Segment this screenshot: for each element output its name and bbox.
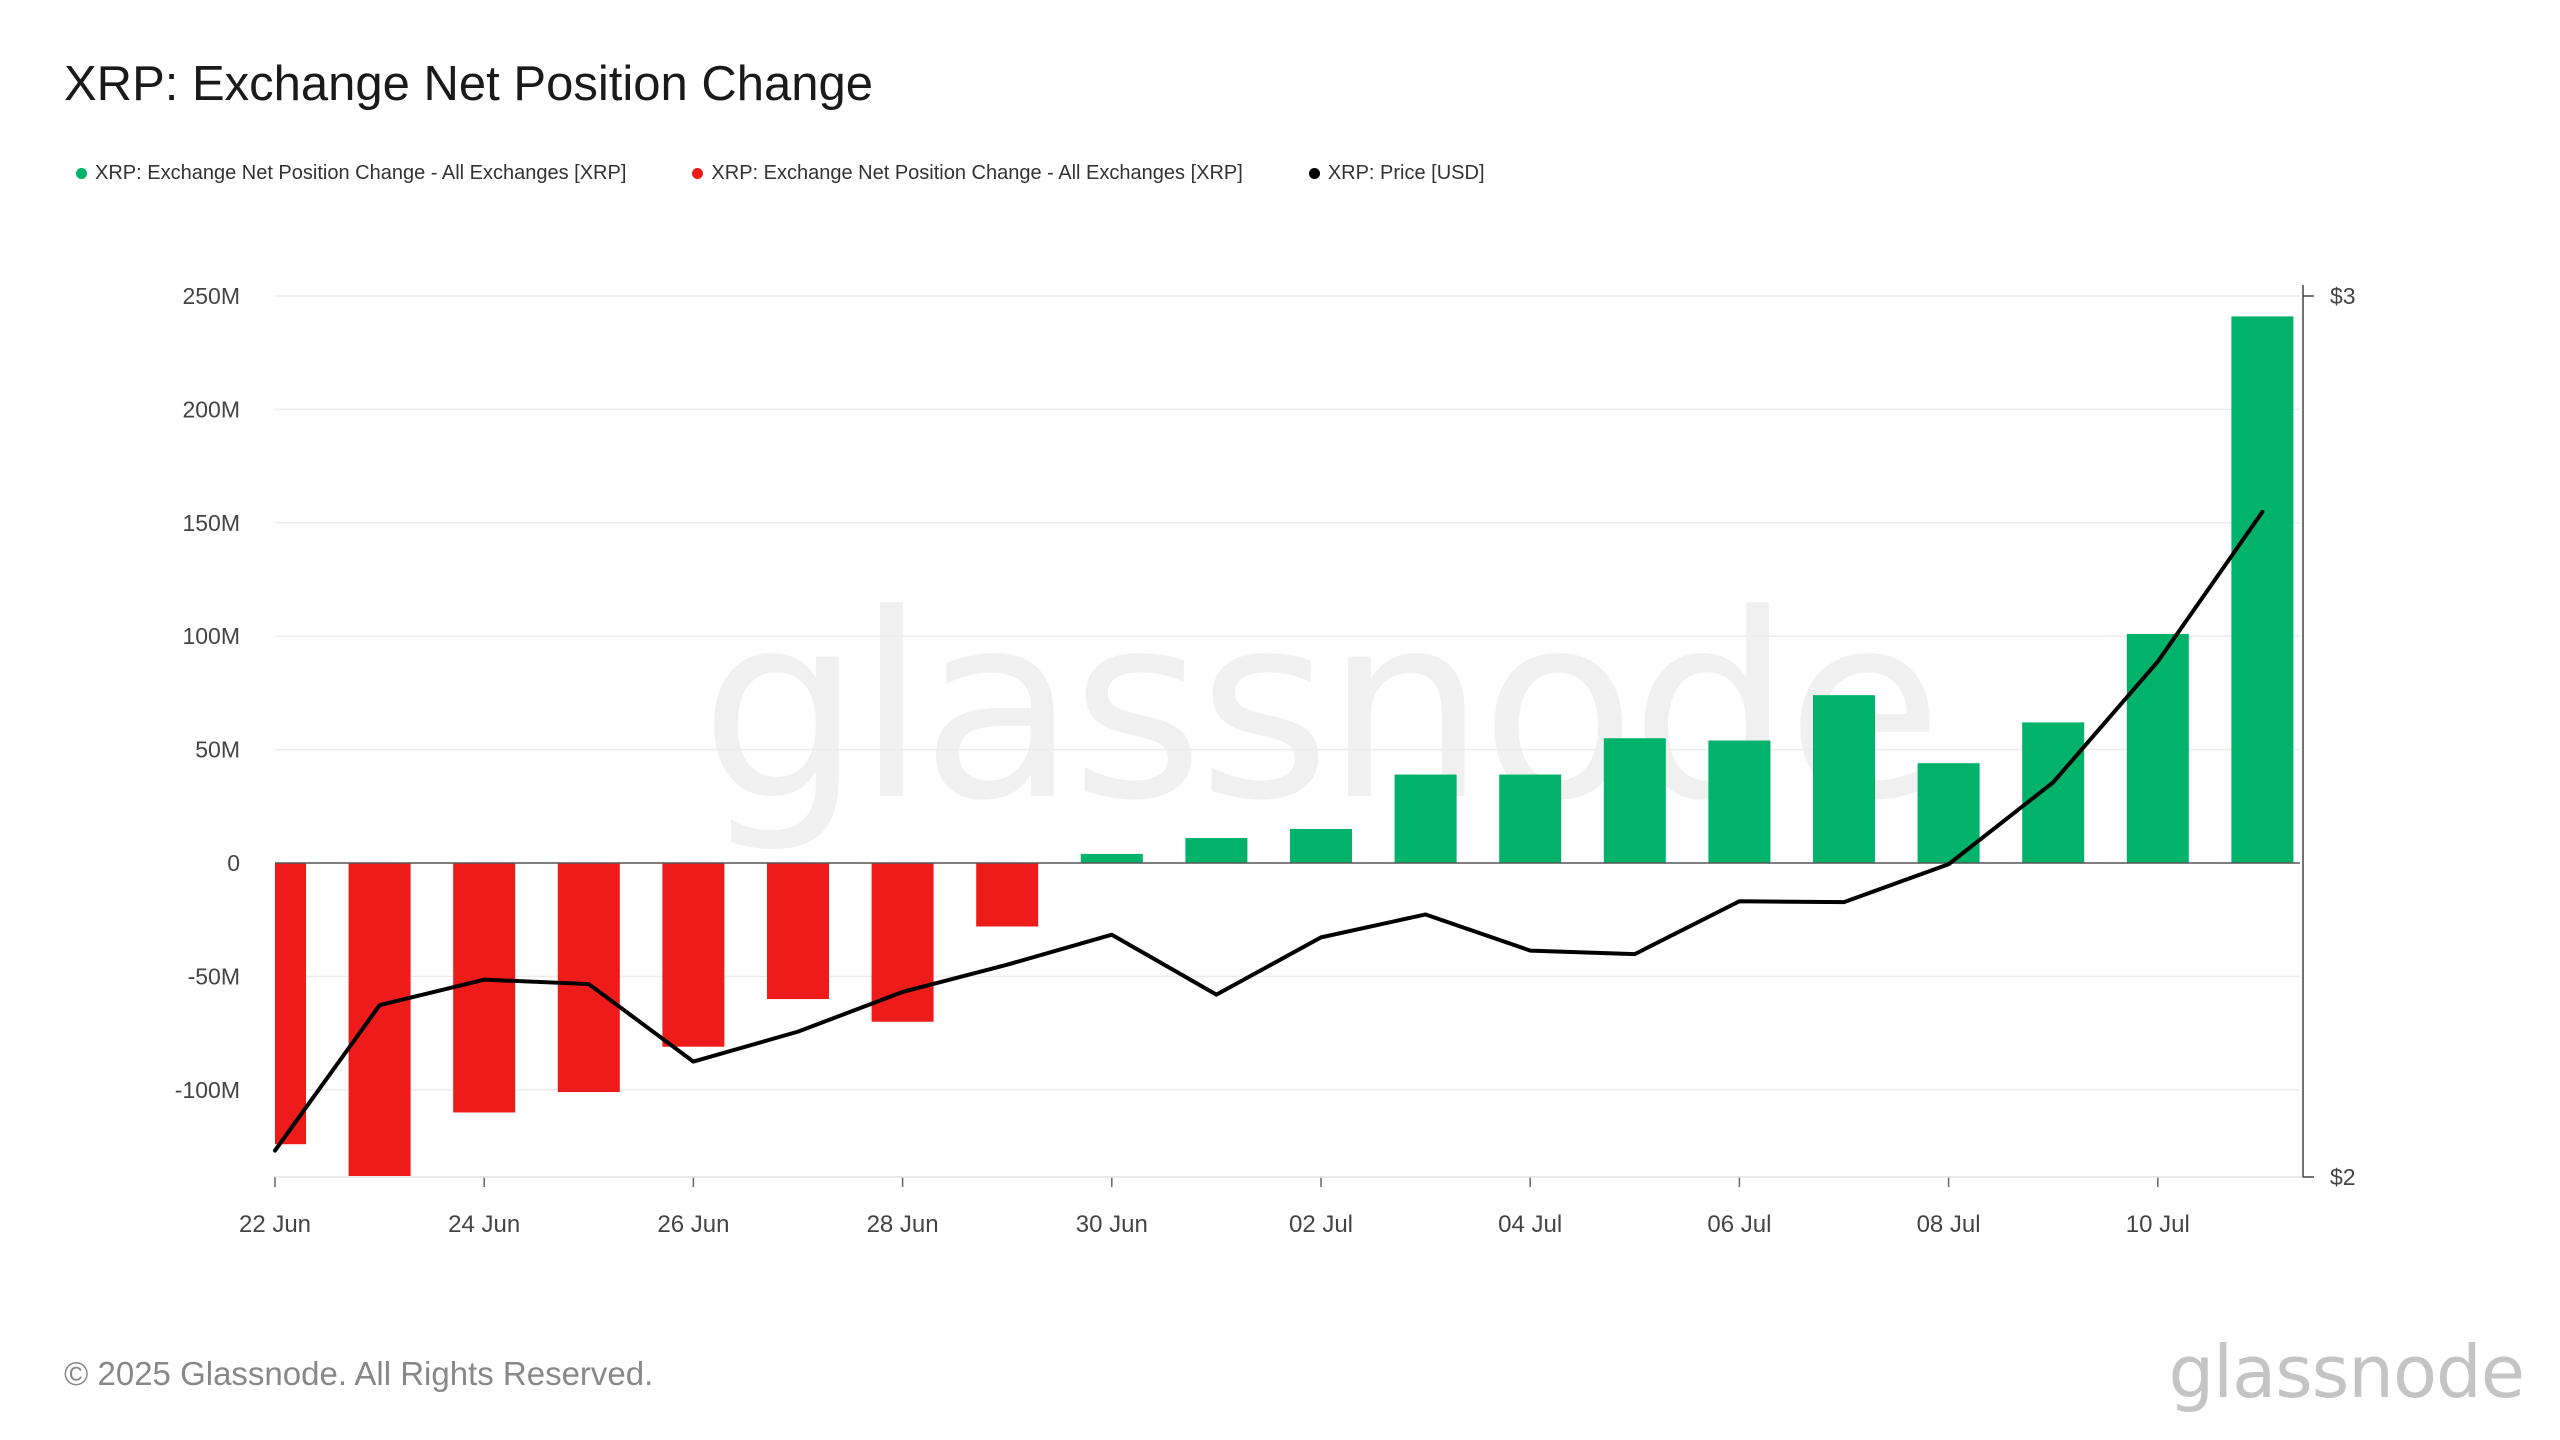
legend-dot-red — [692, 168, 704, 179]
legend-item-price[interactable]: XRP: Price [USD] — [1308, 162, 1485, 185]
y-tick-label-left: 100M — [182, 623, 240, 649]
y-tick-label-right: $3 — [2330, 283, 2356, 309]
bar — [1813, 695, 1875, 863]
bar — [1080, 853, 1143, 863]
bar — [2126, 633, 2189, 863]
bar — [557, 863, 620, 1093]
legend-label-outflow: XRP: Exchange Net Position Change - All … — [711, 162, 1243, 184]
y-tick-label-right: $2 — [2330, 1164, 2356, 1190]
bar — [1290, 828, 1352, 863]
bar — [1708, 740, 1771, 863]
x-tick-label: 02 Jul — [1289, 1211, 1353, 1238]
x-tick-label: 28 Jun — [867, 1211, 939, 1238]
bar — [1603, 738, 1666, 863]
copyright-footer: © 2025 Glassnode. All Rights Reserved. — [64, 1355, 654, 1392]
price-line — [273, 509, 2265, 1153]
bar — [2022, 722, 2085, 863]
brand-logo: glassnode — [2168, 1330, 2525, 1414]
x-tick-label: 06 Jul — [1707, 1211, 1771, 1238]
bar — [976, 863, 1039, 927]
bar — [1185, 838, 1248, 863]
legend-item-outflow[interactable]: XRP: Exchange Net Position Change - All … — [692, 162, 1243, 185]
y-tick-label-left: -50M — [188, 963, 240, 989]
legend-label-price: XRP: Price [USD] — [1327, 162, 1485, 184]
bar — [453, 863, 516, 1113]
legend-dot-black — [1308, 168, 1320, 179]
x-tick-label: 04 Jul — [1498, 1211, 1562, 1238]
x-tick-label: 30 Jun — [1076, 1211, 1148, 1238]
legend-dot-green — [76, 168, 87, 179]
legend: XRP: Exchange Net Position Change - All … — [76, 162, 1551, 185]
chart-title: XRP: Exchange Net Position Change — [64, 57, 873, 111]
bar — [1394, 774, 1457, 863]
x-tick-label: 08 Jul — [1917, 1211, 1981, 1238]
legend-label-inflow: XRP: Exchange Net Position Change - All … — [95, 162, 627, 184]
bar — [767, 863, 829, 1000]
x-tick-label: 10 Jul — [2126, 1211, 2190, 1238]
bar — [2231, 316, 2294, 863]
y-tick-label-left: 50M — [195, 737, 240, 763]
bar — [348, 863, 411, 1176]
bar — [1499, 774, 1562, 863]
y-tick-label-left: 0 — [227, 850, 240, 876]
x-tick-label: 26 Jun — [657, 1211, 729, 1238]
y-tick-label-left: 250M — [182, 283, 240, 309]
bar — [662, 863, 725, 1047]
bar — [275, 863, 306, 1145]
y-tick-label-left: -100M — [175, 1077, 240, 1103]
x-tick-label: 22 Jun — [239, 1211, 311, 1238]
y-tick-label-left: 150M — [182, 510, 240, 536]
legend-item-inflow[interactable]: XRP: Exchange Net Position Change - All … — [76, 162, 626, 185]
x-tick-label: 24 Jun — [448, 1211, 520, 1238]
y-tick-label-left: 200M — [182, 396, 240, 422]
bar — [871, 863, 934, 1022]
